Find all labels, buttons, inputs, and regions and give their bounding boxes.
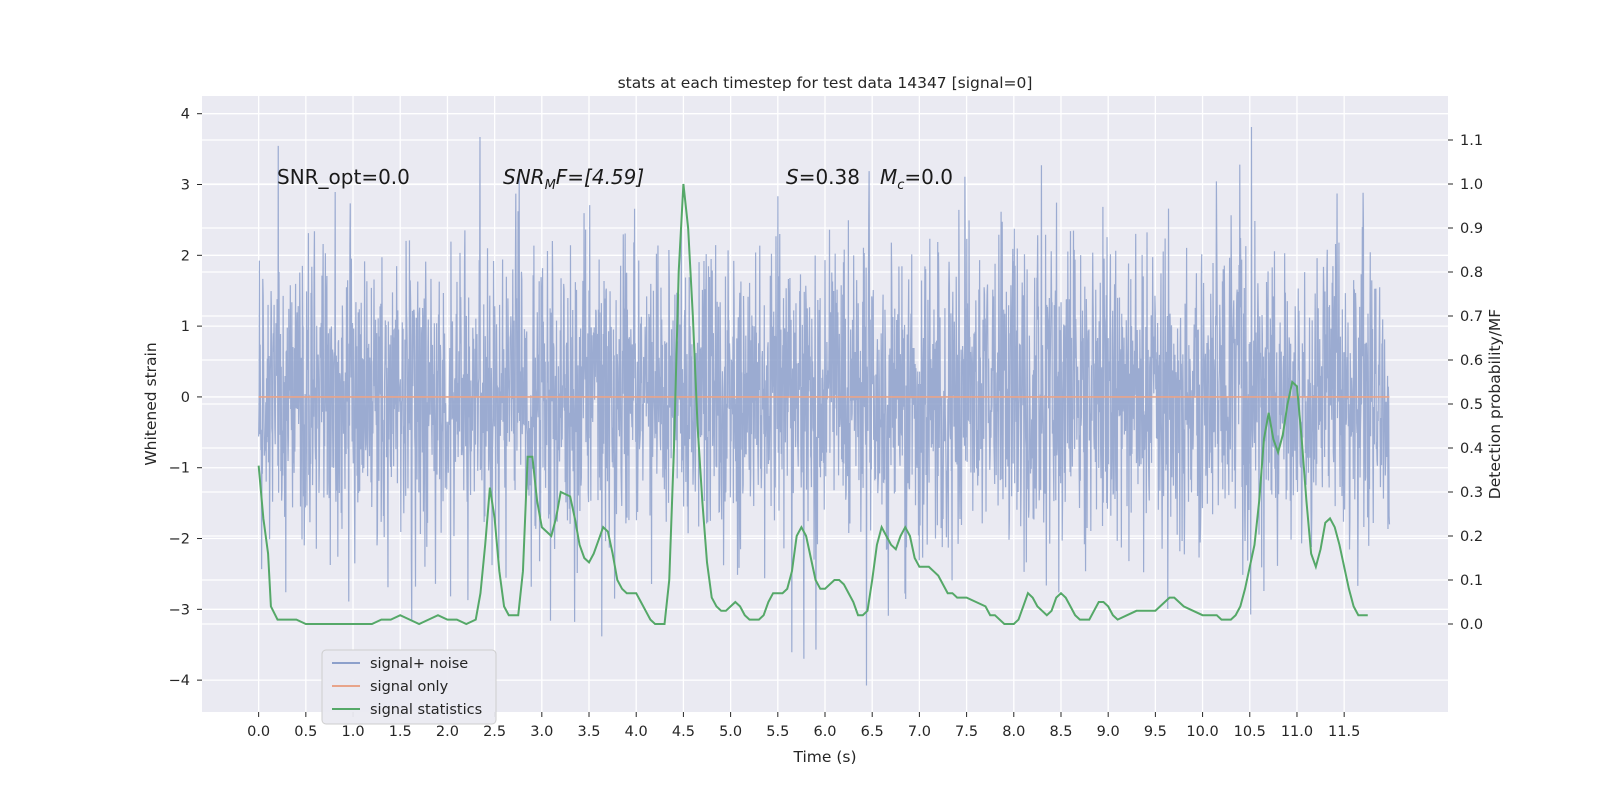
chart-title: stats at each timestep for test data 143… xyxy=(618,74,1033,92)
legend-label-signal-only: signal only xyxy=(370,679,449,695)
x-tick-label: 6.0 xyxy=(813,724,836,740)
legend-box xyxy=(321,649,497,725)
right-y-tick-label: 0.2 xyxy=(1460,529,1483,545)
x-tick-label: 2.5 xyxy=(483,724,506,740)
right-y-tick-label: 0.7 xyxy=(1460,309,1483,325)
series-signal-plus-noise xyxy=(258,126,1391,686)
right-y-tick-label: 0.9 xyxy=(1460,221,1483,237)
x-tick-label: 0.5 xyxy=(294,724,317,740)
right-y-axis-title: Detection probability/MF xyxy=(1486,309,1504,500)
y-tick-label: 1 xyxy=(181,319,190,335)
right-y-tick-label: 0.1 xyxy=(1460,573,1483,589)
y-tick-label: 2 xyxy=(181,248,190,264)
right-y-tick-label: 0.4 xyxy=(1460,441,1483,457)
right-y-tick-label: 0.3 xyxy=(1460,485,1483,501)
x-tick-label: 8.5 xyxy=(1049,724,1072,740)
x-tick-label: 3.0 xyxy=(530,724,553,740)
x-tick-label: 11.5 xyxy=(1328,724,1360,740)
x-tick-label: 4.5 xyxy=(672,724,695,740)
right-y-tick-label: 0.6 xyxy=(1460,353,1483,369)
x-tick-label: 9.0 xyxy=(1097,724,1120,740)
series-signal-statistics xyxy=(257,183,1368,626)
x-tick-label: 1.0 xyxy=(341,724,364,740)
x-tick-label: 0.0 xyxy=(247,724,270,740)
y-tick-label: 0 xyxy=(181,390,190,406)
x-tick-label: 9.5 xyxy=(1144,724,1167,740)
y-tick-label: −2 xyxy=(169,532,190,548)
signal-statistics-line xyxy=(257,183,1368,626)
y-tick-label: 3 xyxy=(181,178,190,194)
x-tick-label: 11.0 xyxy=(1281,724,1313,740)
right-y-tick-label: 1.1 xyxy=(1460,133,1483,149)
x-tick-label: 1.5 xyxy=(389,724,412,740)
y-axis-ticks: 4 3 2 1 0 −1 −2 −3 −4 xyxy=(169,107,202,689)
annotations: SNR_opt=0.0 SNRMF=[4.59] S=0.38 Mc=0.0 xyxy=(277,165,953,193)
x-tick-label: 3.5 xyxy=(577,724,600,740)
y-tick-label: −3 xyxy=(169,602,190,618)
x-tick-label: 8.0 xyxy=(1002,724,1025,740)
x-tick-label: 5.5 xyxy=(766,724,789,740)
annotation-snr-opt: SNR_opt=0.0 xyxy=(277,165,410,189)
x-tick-label: 5.0 xyxy=(719,724,742,740)
legend-label-signal-statistics: signal statistics xyxy=(370,702,482,718)
x-tick-label: 10.5 xyxy=(1234,724,1266,740)
right-y-tick-label: 0.5 xyxy=(1460,397,1483,413)
annotation-s: S=0.38 xyxy=(786,165,860,189)
x-tick-label: 4.0 xyxy=(625,724,648,740)
annotation-mc: Mc=0.0 xyxy=(880,165,953,193)
legend-label-signal-plus-noise: signal+ noise xyxy=(370,656,468,672)
x-axis-ticks: 0.0 0.5 1.0 1.5 2.0 2.5 3.0 3.5 4.0 4.5 5.0 5.5 6.0 6… xyxy=(247,712,1360,740)
x-tick-label: 6.5 xyxy=(861,724,884,740)
y-tick-label: −1 xyxy=(169,461,190,477)
x-tick-label: 7.0 xyxy=(908,724,931,740)
legend: signal+ noise signal only signal statist… xyxy=(321,649,497,725)
x-axis-title: Time (s) xyxy=(792,748,856,766)
y-tick-label: −4 xyxy=(169,673,190,689)
y-axis-title: Whitened strain xyxy=(142,342,160,465)
x-tick-label: 10.0 xyxy=(1186,724,1218,740)
x-tick-label: 7.5 xyxy=(955,724,978,740)
noise-trace xyxy=(258,126,1391,686)
right-y-axis-ticks: 1.1 1.0 0.9 0.8 0.7 0.6 0.5 0.4 0.3 0.2 0.1 0.0 xyxy=(1448,133,1483,633)
right-y-tick-label: 0.0 xyxy=(1460,617,1483,633)
annotation-snr-mf: SNRMF=[4.59] xyxy=(503,165,644,193)
right-y-tick-label: 0.8 xyxy=(1460,265,1483,281)
x-tick-label: 2.0 xyxy=(436,724,459,740)
y-tick-label: 4 xyxy=(181,107,190,123)
right-y-tick-label: 1.0 xyxy=(1460,177,1483,193)
